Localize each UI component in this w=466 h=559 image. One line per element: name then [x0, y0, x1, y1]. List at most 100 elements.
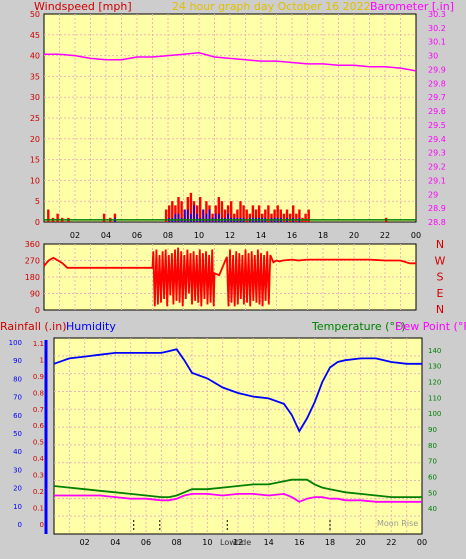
wind-x-tick: 02: [70, 231, 80, 240]
windspeed-axis-label: Windspeed [mph]: [34, 0, 132, 13]
rainfall-y-tick: 1.1: [33, 340, 44, 348]
temp-x-tick: 10: [202, 538, 212, 547]
barometer-y-ticks: 30.3 30.2 30.1 30 29.9 29.8 29.7 29.6 29.5 29.4 29…: [428, 10, 446, 227]
temperature-y-tick: 120: [428, 379, 441, 387]
humidity-y-tick: 80: [13, 375, 22, 383]
barometer-y-tick: 29: [428, 190, 438, 199]
lowtide-label: Lowtide: [220, 538, 251, 547]
wind-direction-line: [43, 247, 416, 307]
gust-bar: [205, 201, 208, 222]
wind-y-tick: 5: [35, 197, 40, 206]
direction-y-tick: 90: [30, 290, 40, 299]
compass-label: N: [436, 238, 444, 251]
average-bar: [202, 209, 205, 222]
compass-label: W: [435, 254, 446, 267]
temperature-y-tick: 40: [428, 505, 437, 513]
barometer-y-tick: 28.9: [428, 204, 446, 213]
humidity-y-tick: 70: [13, 394, 22, 402]
wind-x-tick: 06: [132, 231, 142, 240]
wind-x-tick: 08: [163, 231, 173, 240]
gust-bar: [267, 205, 270, 222]
wind-y-tick: 0: [35, 218, 40, 227]
gust-bar: [164, 209, 168, 222]
gust-bar: [276, 205, 279, 222]
wind-y-tick: 25: [30, 114, 40, 123]
barometer-y-tick: 29.1: [428, 176, 446, 185]
barometer-axis-label: Barometer [.in]: [370, 0, 454, 13]
temperature-y-tick: 50: [428, 489, 437, 497]
barometer-y-tick: 29.5: [428, 121, 446, 130]
temp-x-tick: 22: [386, 538, 396, 547]
direction-y-tick: 270: [25, 257, 40, 266]
barometer-y-tick: 29.6: [428, 107, 446, 116]
temp-x-tick: 14: [264, 538, 274, 547]
temperature-y-tick: 140: [428, 347, 441, 355]
temperature-y-tick: 90: [428, 426, 437, 434]
temperature-y-tick: 80: [428, 442, 437, 450]
gust-bar: [257, 205, 261, 222]
dewpoint-axis-label: Dew Point (°F): [395, 320, 466, 333]
average-bar: [214, 213, 217, 222]
wind-x-tick: 14: [256, 231, 266, 240]
wind-x-tick: 22: [380, 231, 390, 240]
average-bar: [183, 209, 186, 222]
temp-x-tick: 00: [417, 538, 427, 547]
gust-bar: [292, 205, 295, 222]
humidity-y-tick: 20: [13, 485, 22, 493]
temp-x-tick: 20: [356, 538, 366, 547]
temp-x-tick: 12: [233, 538, 243, 547]
gust-bar: [273, 209, 276, 222]
temperature-axis-label: Temperature (°F): [311, 320, 406, 333]
gust-bar: [47, 209, 50, 222]
wind-x-tick: 00: [411, 231, 421, 240]
gust-bar: [245, 209, 248, 222]
wind-x-tick: 16: [287, 231, 297, 240]
temp-x-ticks: 02 04 06 08 10 12 14 16 18 20 22 00: [80, 538, 428, 547]
humidity-y-tick: 40: [13, 448, 22, 456]
average-bar: [187, 209, 189, 222]
wind-y-tick: 45: [30, 31, 40, 40]
gust-bar: [282, 213, 286, 222]
rainfall-axis-label: Rainfall (.in): [0, 320, 67, 333]
gust-bar: [295, 213, 298, 222]
humidity-line: [53, 348, 422, 434]
gust-bar: [56, 213, 59, 222]
gust-bar: [285, 209, 289, 222]
rainfall-y-tick: 0: [40, 521, 44, 529]
rainfall-y-tick: 0.3: [33, 472, 44, 480]
temp-x-tick: 02: [80, 538, 90, 547]
barometer-y-tick: 29.2: [428, 163, 446, 172]
humidity-y-tick: 0: [18, 521, 22, 529]
gust-bar: [189, 192, 193, 222]
barometer-y-tick: 29.4: [428, 135, 446, 144]
temp-x-tick: 08: [172, 538, 182, 547]
direction-line-group: [43, 247, 416, 307]
average-bar: [196, 213, 198, 222]
wind-x-tick: 10: [194, 231, 204, 240]
temperature-y-tick: 70: [428, 458, 437, 466]
temp-grid: [54, 338, 422, 534]
gust-bar: [298, 209, 301, 222]
wind-x-ticks: 02 04 06 08 10 12 14 16 18 20 22 00: [70, 231, 421, 240]
temp-x-tick: 04: [110, 538, 120, 547]
average-bar: [218, 213, 220, 222]
rainfall-y-tick: 0.5: [33, 439, 44, 447]
temperature-y-ticks: 140 130 120 110 100 90 80 70 60 50 40: [428, 347, 441, 513]
rainfall-y-tick: 0.2: [33, 488, 44, 496]
rainfall-y-tick: 1: [40, 356, 44, 364]
average-bar: [177, 213, 180, 222]
direction-y-tick: 360: [25, 240, 40, 249]
gust-bar: [217, 197, 220, 222]
rainfall-y-tick: 0.1: [33, 505, 44, 513]
average-bar: [193, 205, 195, 222]
gust-bar: [307, 209, 310, 222]
barometer-y-tick: 30.1: [428, 38, 446, 47]
barometer-y-tick: 30.2: [428, 24, 446, 33]
gust-bar: [279, 209, 282, 222]
gust-bar: [264, 209, 267, 222]
direction-y-ticks: 360 270 180 90 0: [25, 240, 40, 315]
gust-bar: [236, 209, 239, 222]
